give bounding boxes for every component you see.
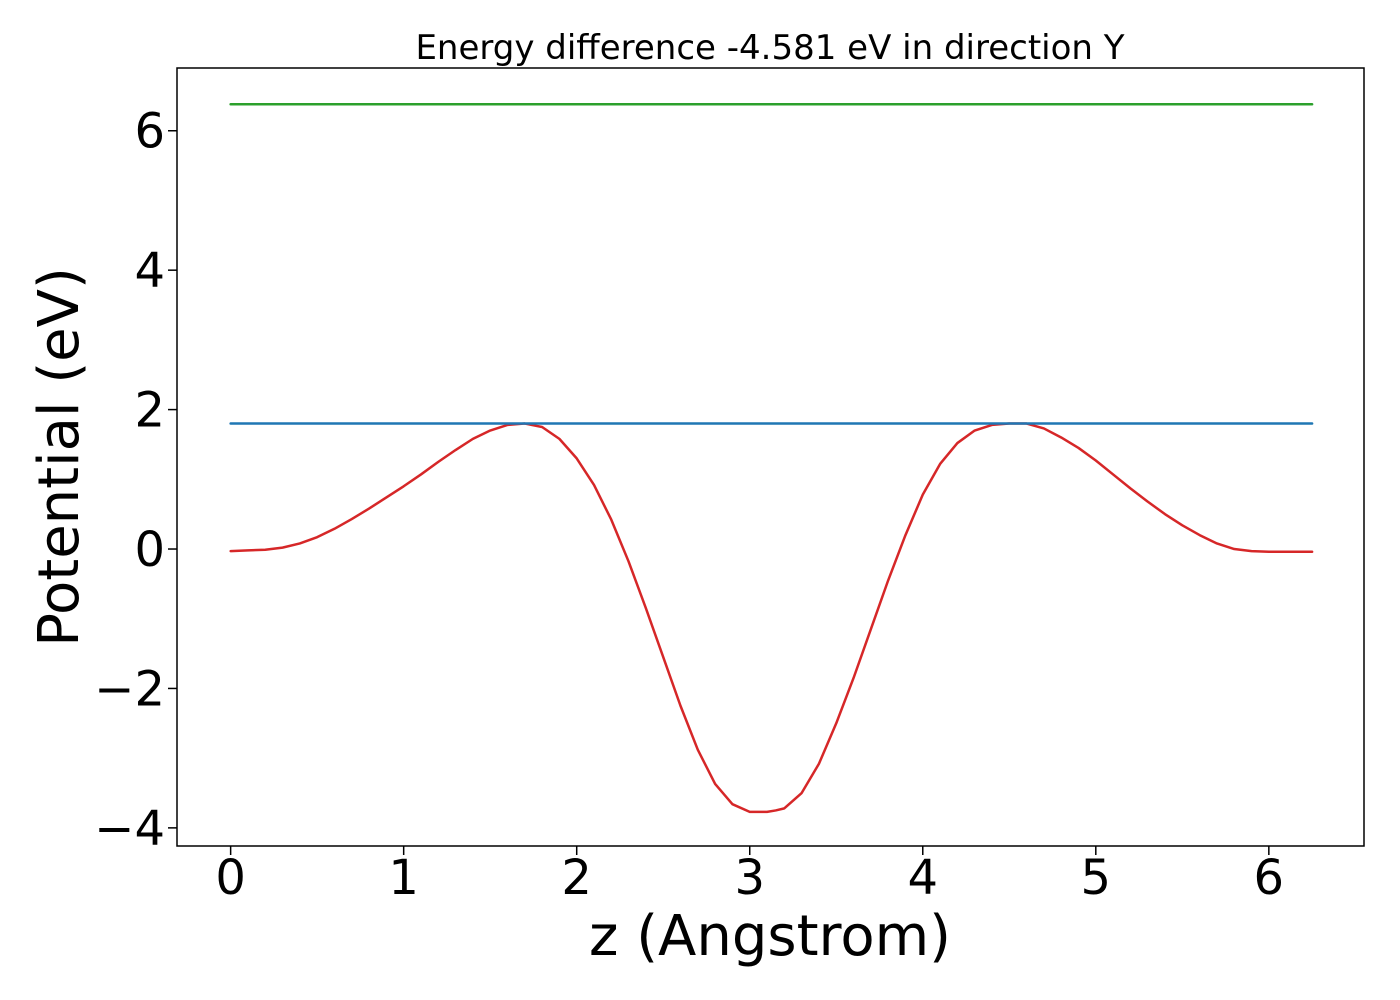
y-tick-label: −2 xyxy=(94,661,165,717)
x-tick-label: 0 xyxy=(215,850,246,906)
x-tick-label: 3 xyxy=(734,850,765,906)
plot-area xyxy=(229,103,1314,814)
y-axis-label: Potential (eV) xyxy=(27,267,92,647)
chart-title: Energy difference -4.581 eV in direction… xyxy=(415,28,1124,68)
plot-frame xyxy=(176,67,1365,847)
y-tick-label: 4 xyxy=(134,243,165,299)
x-tick-label: 4 xyxy=(907,850,938,906)
x-tick-label: 1 xyxy=(388,850,419,906)
x-tick-label: 5 xyxy=(1081,850,1112,906)
y-tick-label: 6 xyxy=(134,104,165,160)
x-tick-label: 6 xyxy=(1254,850,1285,906)
x-axis-label: z (Angstrom) xyxy=(589,904,951,969)
y-tick-label: −4 xyxy=(94,801,165,857)
x-axis-ticks: 0 1 2 3 4 5 6 xyxy=(215,846,1284,906)
y-axis-ticks: −4 −2 0 2 4 6 xyxy=(94,104,177,857)
y-tick-label: 0 xyxy=(134,522,165,578)
y-tick-label: 2 xyxy=(134,383,165,439)
x-tick-label: 2 xyxy=(561,850,592,906)
series-line-0 xyxy=(229,422,1314,814)
